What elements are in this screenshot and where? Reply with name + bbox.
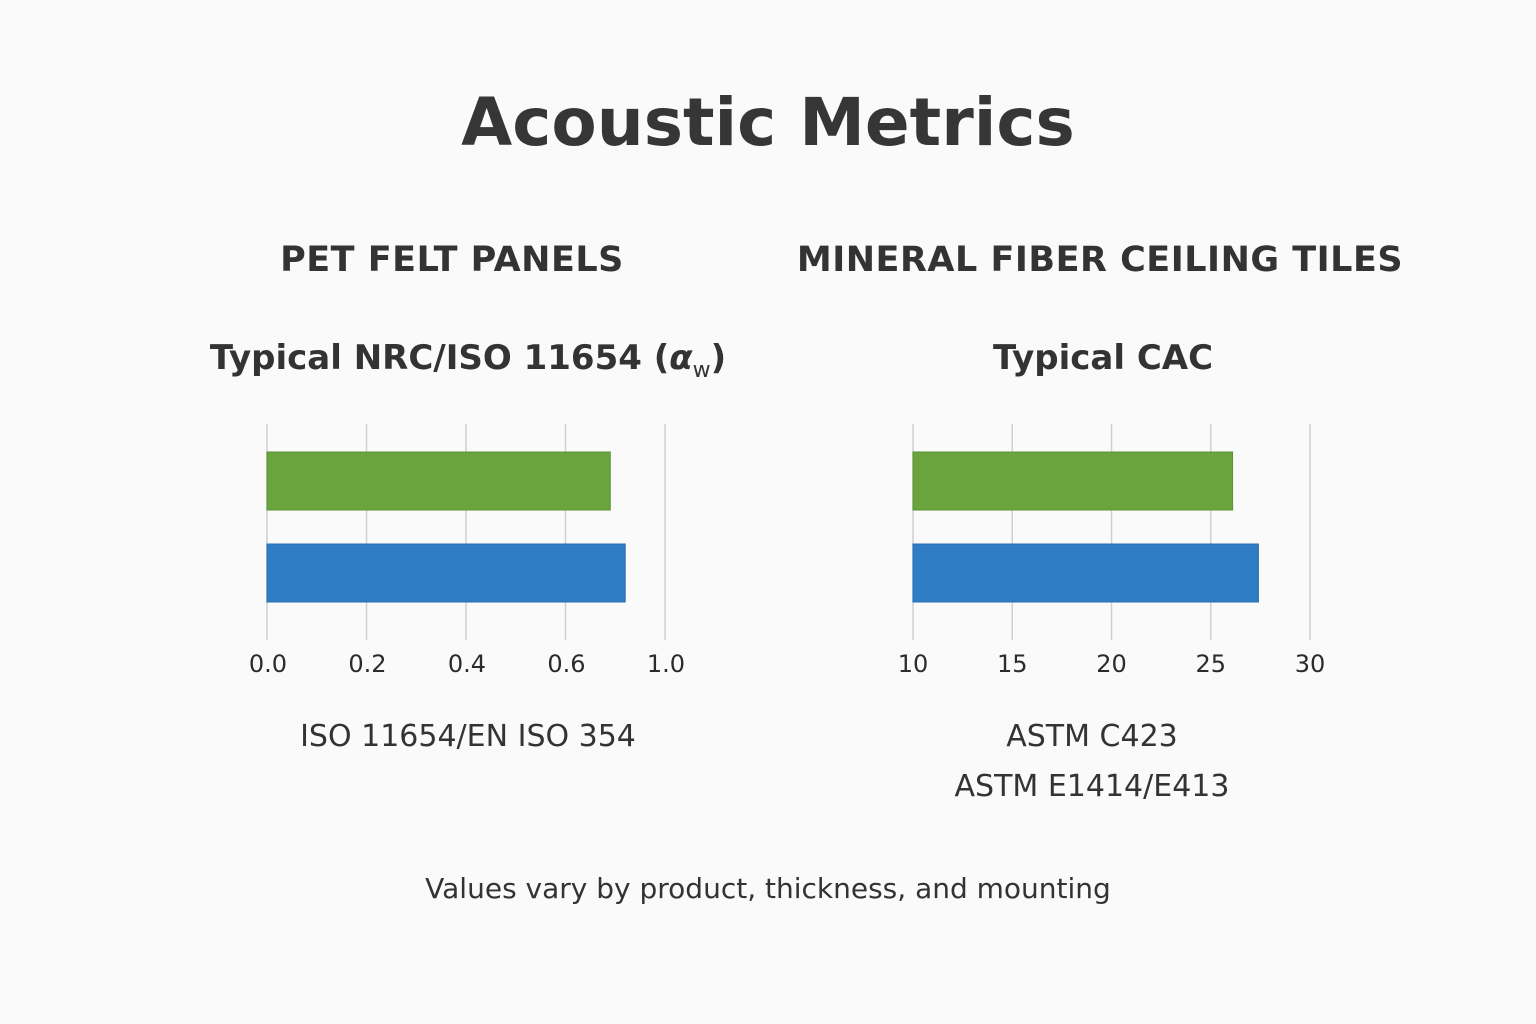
tick-label: 15 [997, 650, 1028, 678]
bar-blue [266, 543, 626, 603]
right-chart-title: Typical CAC [992, 338, 1214, 378]
title-main: Typical NRC/ISO 11654 ( [209, 338, 670, 378]
right-standard-2: ASTM E1414/E413 [954, 769, 1230, 804]
tick-label: 25 [1195, 650, 1226, 678]
tick-label: 0.6 [547, 650, 585, 678]
right-heading: MINERAL FIBER CEILING TILES [796, 240, 1404, 280]
bar-blue [912, 543, 1259, 603]
tick-label: 30 [1295, 650, 1326, 678]
page-title: Acoustic Metrics [461, 84, 1075, 161]
tick-label: 0.4 [448, 650, 486, 678]
tick-label: 10 [898, 650, 929, 678]
title-end: ) [710, 338, 727, 378]
right-standard-1: ASTM C423 [1006, 719, 1178, 754]
alpha-symbol: α [669, 338, 693, 378]
left-standard: ISO 11654/EN ISO 354 [300, 719, 636, 754]
tick-label: 0.0 [249, 650, 287, 678]
footnote: Values vary by product, thickness, and m… [425, 872, 1111, 905]
tick-label: 20 [1096, 650, 1127, 678]
tick-label: 0.2 [348, 650, 386, 678]
bar-green [266, 451, 611, 511]
title-subscript: w [692, 357, 711, 383]
bar-green [912, 451, 1234, 511]
tick-label: 1.0 [647, 650, 685, 678]
left-chart-title: Typical NRC/ISO 11654 (αw) [168, 338, 768, 383]
left-heading: PET FELT PANELS [280, 240, 624, 280]
